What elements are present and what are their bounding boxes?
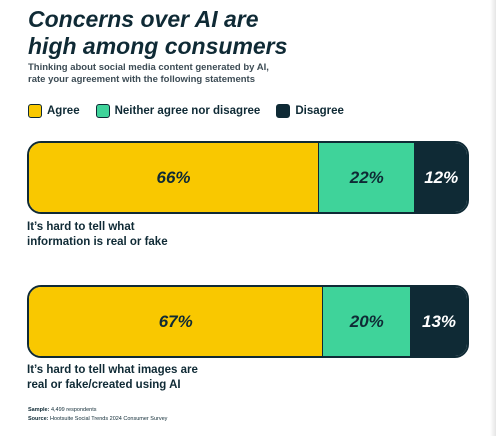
- chart-subtitle-line-2: rate your agreement with the following s…: [28, 74, 255, 85]
- bar-1-segment-disagree: 12%: [414, 143, 467, 212]
- source-footnote: Source: Hootsuite Social Trends 2024 Con…: [28, 416, 167, 423]
- bar-1-value-label-agree: 66%: [156, 167, 191, 187]
- source-footnote-label: Source:: [28, 416, 49, 422]
- legend-swatch-disagree: [276, 104, 291, 118]
- bar-2-value-label-agree: 67%: [158, 311, 193, 331]
- bar-1-value-label-neither: 22%: [349, 167, 384, 187]
- source-footnote-value: Hootsuite Social Trends 2024 Consumer Su…: [50, 416, 168, 422]
- bar-1-value-label-disagree: 12%: [424, 167, 459, 187]
- bar-1-segment-neither: 22%: [318, 143, 415, 212]
- bar-2-value-label-neither: 20%: [349, 311, 384, 331]
- legend-label-neither: Neither agree nor disagree: [114, 105, 261, 117]
- bar-1-statement: It’s hard to tell what information is re…: [27, 220, 287, 250]
- chart-title-line-2: high among consumers: [28, 33, 288, 59]
- legend-item-neither: Neither agree nor disagree: [95, 104, 261, 118]
- chart-legend: Agree Neither agree nor disagree Disagre…: [28, 103, 360, 119]
- legend-label-agree: Agree: [47, 105, 80, 117]
- sample-footnote: Sample: 4,499 respondents: [28, 407, 97, 414]
- bar-2-statement-line-1: It’s hard to tell what images are: [27, 364, 198, 376]
- stacked-bar-2: 67% 20% 13%: [27, 285, 469, 358]
- bar-2-value-label-disagree: 13%: [422, 311, 457, 331]
- page-edge-shadow: [490, 0, 496, 436]
- chart-subtitle: Thinking about social media content gene…: [28, 62, 348, 86]
- bar-2-statement-line-2: real or fake/created using AI: [27, 379, 181, 391]
- sample-footnote-label: Sample:: [28, 407, 50, 413]
- bar-2-segment-disagree: 13%: [410, 287, 467, 356]
- chart-title-line-1: Concerns over AI are: [28, 6, 259, 32]
- bar-1-statement-line-2: information is real or fake: [27, 236, 168, 248]
- chart-subtitle-line-1: Thinking about social media content gene…: [28, 62, 269, 73]
- stacked-bar-1: 66% 22% 12%: [27, 141, 469, 214]
- bar-1-segment-agree: 66%: [29, 143, 319, 212]
- bar-2-statement: It’s hard to tell what images are real o…: [27, 363, 287, 393]
- bar-2-segment-agree: 67%: [29, 287, 323, 356]
- legend-swatch-agree: [28, 104, 42, 118]
- legend-item-disagree: Disagree: [276, 104, 344, 118]
- chart-title: Concerns over AI are high among consumer…: [28, 6, 468, 60]
- bar-2-segment-neither: 20%: [322, 287, 411, 356]
- legend-label-disagree: Disagree: [295, 105, 344, 117]
- legend-item-agree: Agree: [28, 104, 80, 118]
- bar-1-statement-line-1: It’s hard to tell what: [27, 221, 135, 233]
- sample-footnote-value: 4,499 respondents: [50, 407, 97, 413]
- legend-swatch-neither: [95, 104, 110, 118]
